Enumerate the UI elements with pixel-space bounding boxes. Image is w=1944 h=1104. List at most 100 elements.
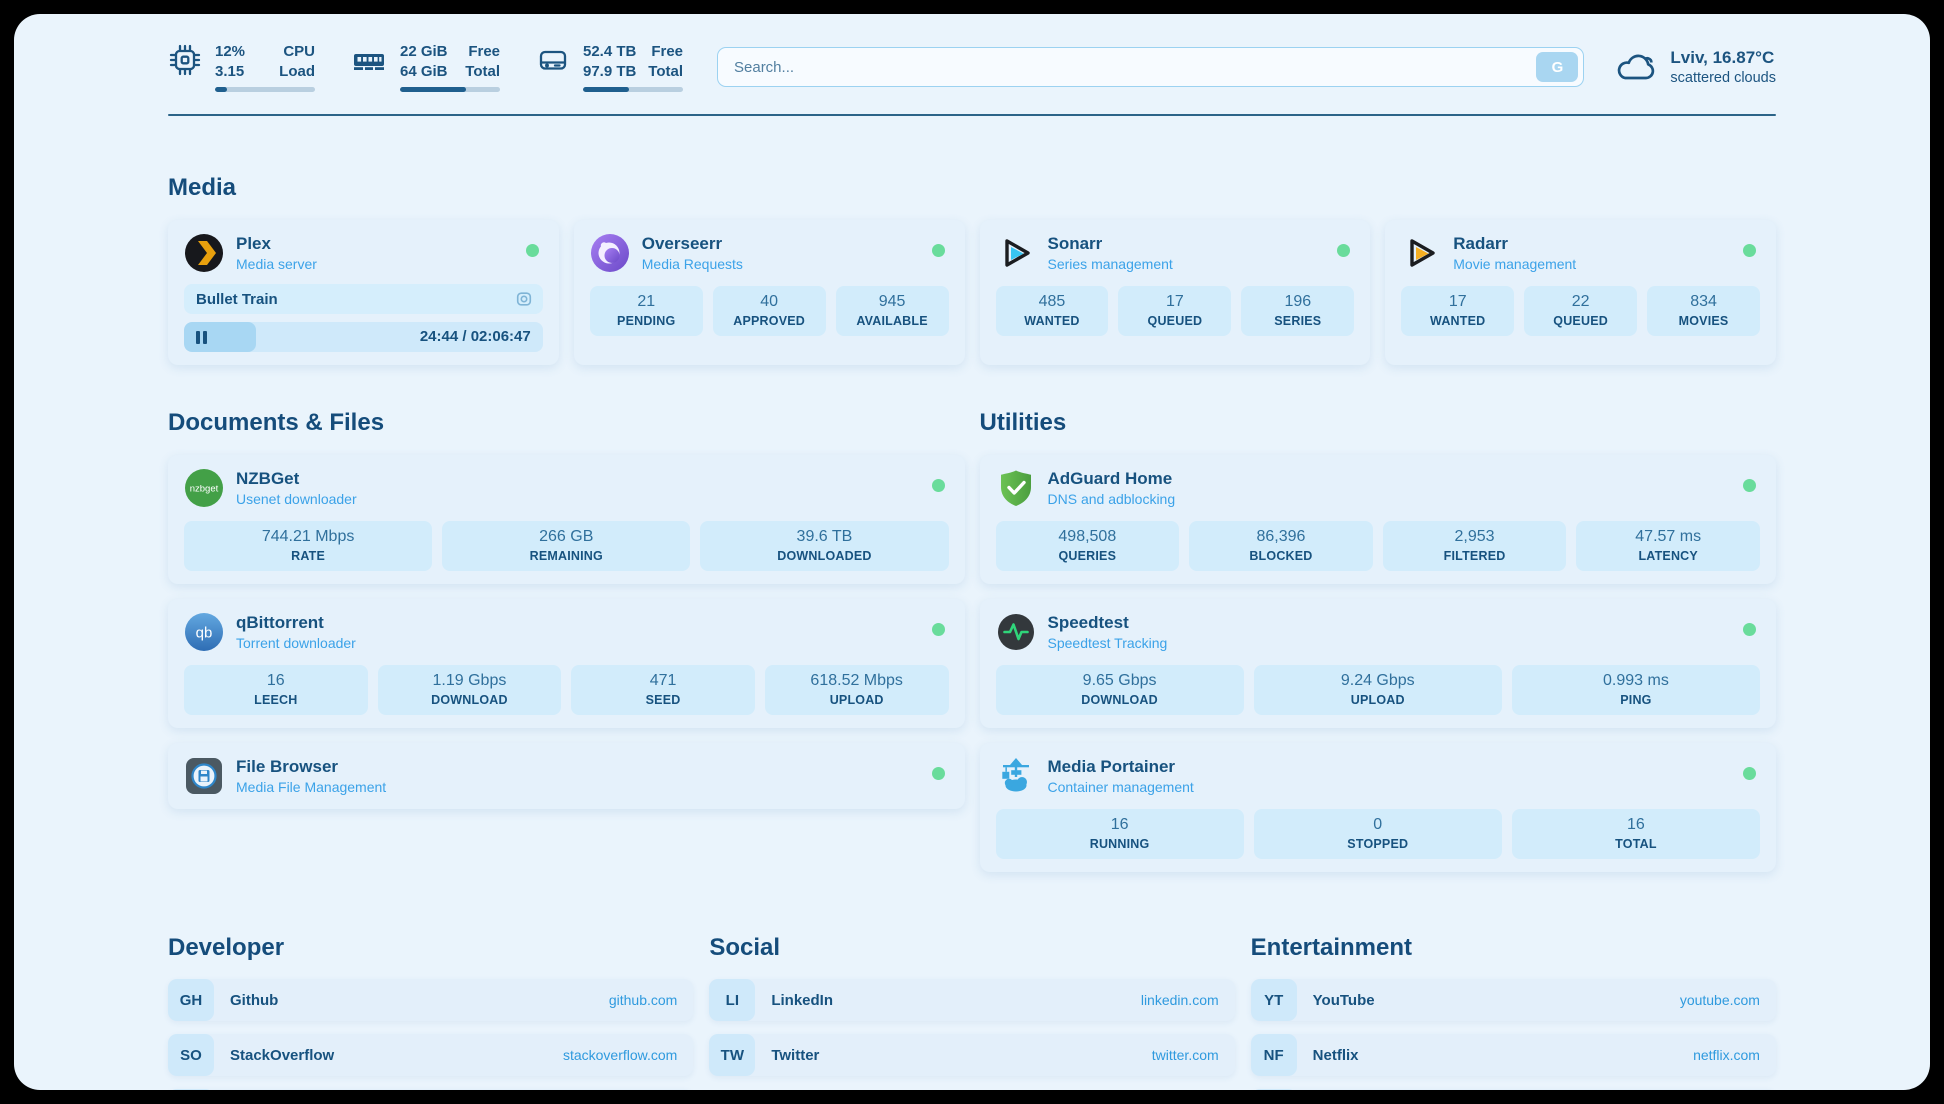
disk-progress-bar [583,87,683,92]
status-dot [931,479,945,492]
stat-label: FILTERED [1443,549,1506,563]
app-card-sonarr[interactable]: Sonarr Series management 485 WANTED 17 QUE… [979,220,1371,365]
cpu-widget: 12% CPU 3.15 Load [168,42,315,92]
bookmark-abbr: YT [1250,979,1297,1021]
app-card-radarr[interactable]: Radarr Movie management 17 WANTED 22 QUEUE… [1385,220,1776,365]
section-title-documents: Documents & Files [168,409,385,436]
qbittorrent-icon: qb [185,613,223,651]
stat-box: 485 WANTED [995,286,1109,336]
stat-value: 196 [1284,293,1312,310]
stat-value: 945 [878,293,906,310]
bookmark-row-github[interactable]: GH Github github.com [168,979,694,1021]
bookmark-row-youtube[interactable]: YT YouTube youtube.com [1250,979,1776,1021]
app-subtitle: DNS and adblocking [1047,491,1176,508]
stat-box: 16 TOTAL [1511,809,1761,859]
stat-value: 0 [1373,816,1383,833]
app-title: Media Portainer [1047,756,1176,776]
bookmark-abbr: SO [168,1034,214,1076]
bookmark-abbr: LI [709,979,756,1021]
stat-value: 39.6 TB [796,528,853,545]
section-title-media: Media [168,174,237,201]
stat-label: SEED [645,693,681,707]
app-card-portainer[interactable]: Media Portainer Container management 16 R… [979,743,1776,872]
svg-text:qb: qb [196,625,213,642]
search-engine-button[interactable]: G [1536,52,1579,82]
stat-label: RUNNING [1089,837,1150,851]
stat-label: AVAILABLE [856,314,928,328]
bookmark-row-stackoverflow[interactable]: SO StackOverflow stackoverflow.com [168,1034,694,1076]
stat-box: 266 GB REMAINING [442,521,691,571]
stat-label: DOWNLOAD [1081,693,1158,707]
weather-widget: Lviv, 16.87°C scattered clouds [1614,48,1776,86]
stat-box: 9.24 Gbps UPLOAD [1253,665,1502,715]
status-dot [931,623,945,636]
memory-free-label: Free [468,43,500,60]
header: 12% CPU 3.15 Load 22 GiB Free 64 GiB Total [168,14,1776,92]
stat-value: 22 [1571,293,1590,310]
stat-label: WANTED [1024,314,1080,328]
app-card-overseerr[interactable]: Overseerr Media Requests 21 PENDING 40 APP… [573,220,965,365]
bookmark-abbr: DT [168,1089,214,1090]
stat-box: 17 QUEUED [1118,286,1232,336]
stat-value: 16 [1627,816,1645,833]
cpu-label: CPU [283,43,315,60]
app-card-adguard[interactable]: AdGuard Home DNS and adblocking 498,508 Q… [979,455,1776,584]
bookmark-abbr: GH [168,979,214,1021]
memory-widget: 22 GiB Free 64 GiB Total [351,42,500,92]
stat-value: 2,953 [1454,528,1495,545]
stat-value: 17 [1448,293,1467,310]
app-title: Plex [236,233,271,253]
stat-value: 17 [1165,293,1184,310]
stat-value: 9.24 Gbps [1340,672,1415,689]
app-card-qbittorrent[interactable]: qb qBittorrent Torrent downloader 16 LEEC… [168,599,965,728]
stat-label: UPLOAD [1350,693,1405,707]
bookmark-abbr: NF [1250,1034,1297,1076]
stat-box: 86,396 BLOCKED [1189,521,1373,571]
status-dot [1743,767,1756,780]
app-subtitle: Movie management [1453,256,1577,273]
app-card-speedtest[interactable]: Speedtest Speedtest Tracking 9.65 Gbps DO… [979,599,1776,728]
portainer-icon [1001,758,1029,792]
bookmark-row-reddit[interactable]: RE Reddit reddit.com [1250,1089,1776,1090]
stat-label: RATE [291,549,326,563]
bookmark-row-twitter[interactable]: TW Twitter twitter.com [709,1034,1235,1076]
bookmark-abbr: TW [709,1034,756,1076]
stat-label: MOVIES [1678,314,1729,328]
dashboard-panel: 12% CPU 3.15 Load 22 GiB Free 64 GiB Total [14,14,1930,1090]
stat-box: 9.65 Gbps DOWNLOAD [995,665,1244,715]
stat-label: STOPPED [1347,837,1409,851]
stat-box: 47.57 ms LATENCY [1576,521,1760,571]
stat-box: 498,508 QUERIES [995,521,1180,571]
stat-label: LATENCY [1638,549,1698,563]
stat-box: 0 STOPPED [1253,809,1502,859]
stat-box: 744.21 Mbps RATE [184,521,433,571]
cpu-usage-value: 12% [215,43,246,60]
app-title: Radarr [1453,233,1509,253]
stat-label: REMAINING [529,549,603,563]
app-title: qBittorrent [236,612,324,632]
bookmark-row-linkedin[interactable]: LI LinkedIn linkedin.com [709,979,1235,1021]
stat-label: PENDING [617,314,676,328]
svg-text:nzbget: nzbget [190,484,219,495]
bookmark-row-dev[interactable]: DT DEV dev.to [168,1089,694,1090]
stat-value: 86,396 [1256,528,1306,545]
search-bar: G [717,47,1585,87]
stat-box: 834 MOVIES [1647,286,1761,336]
stat-box: 945 AVAILABLE [835,286,949,336]
app-card-nzbget[interactable]: nzbget NZBGet Usenet downloader 744.21 M… [168,455,965,584]
stat-label: APPROVED [733,314,806,328]
app-card-filebrowser[interactable]: File Browser Media File Management [168,743,965,809]
memory-progress-bar [400,87,500,92]
search-input[interactable] [734,58,1537,76]
bookmark-name: Netflix [1312,1046,1359,1064]
memory-free-value: 22 GiB [400,43,448,60]
disk-widget: 52.4 TB Free 97.9 TB Total [536,42,683,92]
weather-location: Lviv, 16.87°C [1670,48,1775,67]
stat-value: 16 [1110,816,1129,833]
bookmark-row-netflix[interactable]: NF Netflix netflix.com [1250,1034,1776,1076]
app-card-plex[interactable]: Plex Media server Bullet Train 24:44 / 0… [168,220,559,365]
section-title-social: Social [709,934,781,961]
stat-value: 485 [1038,293,1066,310]
bookmark-url: youtube.com [1679,992,1760,1008]
pause-icon[interactable] [196,330,207,344]
